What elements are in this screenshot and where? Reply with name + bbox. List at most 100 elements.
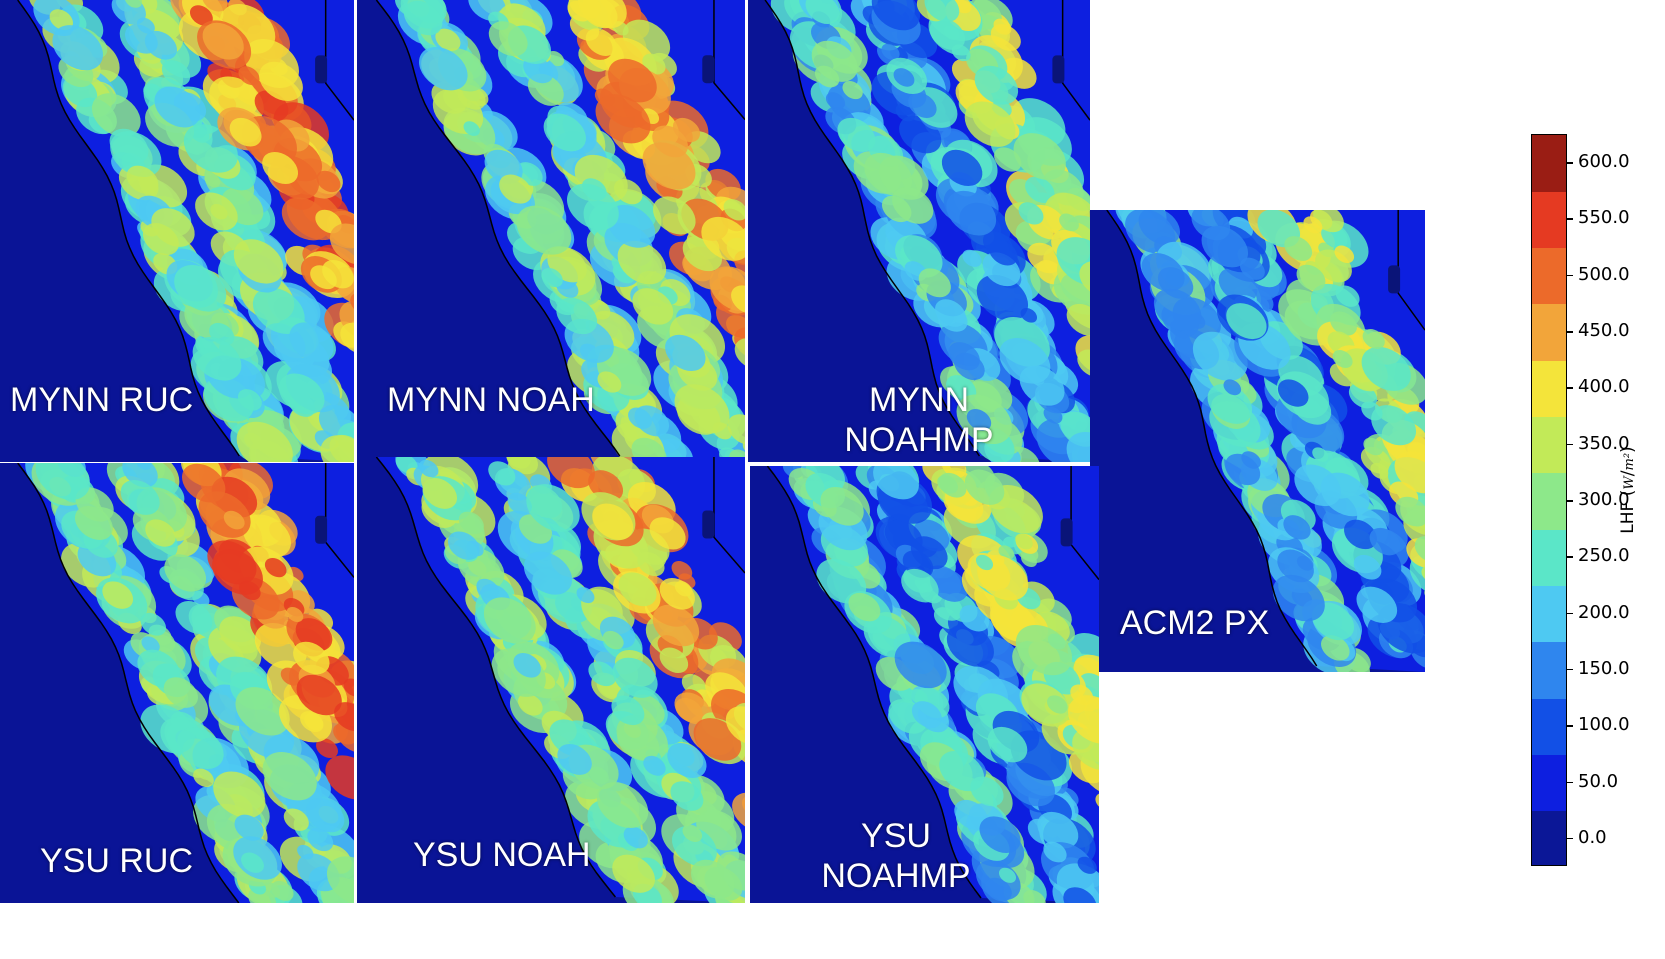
colorbar-tick (1567, 387, 1573, 389)
lhf-contour-blob (289, 322, 334, 362)
colorbar-tick (1567, 668, 1573, 671)
lhf-contour-blob (248, 887, 277, 903)
lhf-contour-blob (35, 463, 90, 500)
lhf-contour-blob (568, 0, 602, 19)
lhf-contour-blob (892, 186, 934, 224)
lhf-contour-blob (234, 814, 264, 841)
lhf-contour-blob (1361, 401, 1383, 421)
state-border (1061, 0, 1090, 121)
lhf-map-mynn-ruc (17, 0, 354, 462)
lhf-map-ysu-ruc (17, 463, 354, 903)
lhf-map-mynn-noah (375, 0, 745, 460)
colorbar-band (1532, 698, 1566, 755)
lhf-contour-blob (499, 174, 532, 204)
lhf-contour-blob (1335, 285, 1360, 307)
lhf-contour-blob (283, 808, 309, 831)
lhf-contour-blob (74, 506, 113, 540)
colorbar-tick-label: 100.0 (1578, 714, 1630, 736)
lhf-contour-blob (1239, 257, 1265, 280)
lhf-contour-blob (307, 828, 334, 852)
lhf-contour-blob (951, 44, 971, 62)
lhf-contour-blob (937, 475, 958, 494)
lhf-contour-blob (154, 86, 201, 128)
lhf-contour-blob (723, 199, 745, 221)
lhf-contour-blob (873, 466, 919, 500)
colorbar-tick (1567, 274, 1573, 277)
lhf-contour-blob (941, 466, 967, 478)
lhf-contour-blob (1015, 533, 1033, 550)
lhf-contour-blob (235, 687, 290, 736)
lhf-contour-blob (281, 197, 330, 241)
lhf-contour-blob (541, 267, 563, 288)
coastline (17, 463, 240, 903)
lhf-contour-blob (340, 322, 354, 355)
lhf-contour-blob (993, 18, 1012, 35)
lhf-contour-blob (110, 131, 162, 178)
colorbar-tick (1567, 218, 1573, 220)
lhf-contour-blob (985, 877, 1012, 902)
lhf-contour-blob (667, 742, 707, 779)
colorbar-band (1532, 585, 1566, 643)
lhf-contour-blob (998, 867, 1017, 883)
lhf-contour-blob (595, 94, 651, 144)
lhf-contour-blob (329, 434, 354, 462)
lhf-contour-blob (1356, 586, 1398, 623)
lhf-contour-blob (1303, 216, 1323, 234)
lhf-contour-blob (523, 551, 573, 595)
lhf-contour-blob (805, 0, 840, 25)
panel-label-ysu-noah: YSU NOAH (413, 836, 591, 874)
lhf-contour-blob (1025, 176, 1055, 203)
lhf-contour-blob (517, 693, 543, 716)
coastline (375, 0, 621, 457)
lhf-contour-blob (637, 551, 665, 577)
lhf-contour-blob (447, 531, 480, 560)
lhf-map-ysu-noahmp (766, 466, 1099, 903)
lhf-contour-blob (102, 581, 134, 609)
lhf-contour-blob (864, 152, 913, 196)
lhf-contour-blob (1015, 624, 1073, 676)
lhf-contour-blob (49, 9, 74, 31)
lhf-contour-blob (325, 755, 354, 800)
lhf-contour-blob (140, 612, 167, 636)
lhf-contour-blob (935, 299, 966, 327)
lhf-contour-blob (642, 142, 696, 190)
lhf-contour-blob (422, 477, 458, 509)
lhf-contour-blob (458, 511, 484, 535)
lhf-contour-blob (592, 503, 634, 540)
lhf-contour-blob (1369, 527, 1401, 556)
lhf-contour-blob (278, 373, 325, 415)
lhf-contour-blob (602, 630, 624, 650)
lhf-contour-blob (1284, 236, 1313, 261)
lhf-contour-blob (1072, 728, 1099, 770)
colorbar-tick-label: 450.0 (1578, 320, 1630, 342)
colorbar-tick (1567, 331, 1573, 333)
lhf-contour-blob (223, 510, 245, 530)
colorbar-band (1532, 135, 1566, 192)
colorbar-tick (1567, 781, 1573, 784)
lhf-contour-blob (1296, 555, 1314, 571)
colorbar-band (1532, 810, 1566, 865)
lhf-contour-blob (145, 519, 176, 547)
lhf-contour-blob (182, 463, 226, 503)
lhf-contour-blob (566, 183, 619, 230)
lhf-contour-blob (513, 653, 541, 678)
lhf-contour-blob (946, 375, 977, 403)
lhf-contour-blob (1192, 331, 1248, 381)
lhf-contour-blob (316, 738, 338, 759)
lhf-contour-blob (1296, 264, 1326, 291)
lhf-contour-blob (316, 170, 341, 193)
lhf-contour-blob (623, 826, 648, 849)
lhf-contour-blob (122, 463, 158, 488)
lhf-contour-blob (322, 260, 354, 289)
lhf-contour-blob (649, 517, 686, 550)
lhf-contour-blob (871, 0, 921, 31)
colorbar-band (1532, 303, 1566, 361)
lhf-contour-blob (1037, 811, 1079, 849)
lhf-contour-blob (1207, 383, 1253, 424)
lhf-contour-blob (334, 702, 354, 732)
state-border (713, 457, 745, 574)
lhf-contour-blob (732, 792, 745, 832)
panel-label-mynn-noahmp: MYNN NOAHMP (844, 381, 994, 459)
lhf-contour-blob (652, 604, 700, 647)
lhf-contour-blob (151, 208, 195, 247)
